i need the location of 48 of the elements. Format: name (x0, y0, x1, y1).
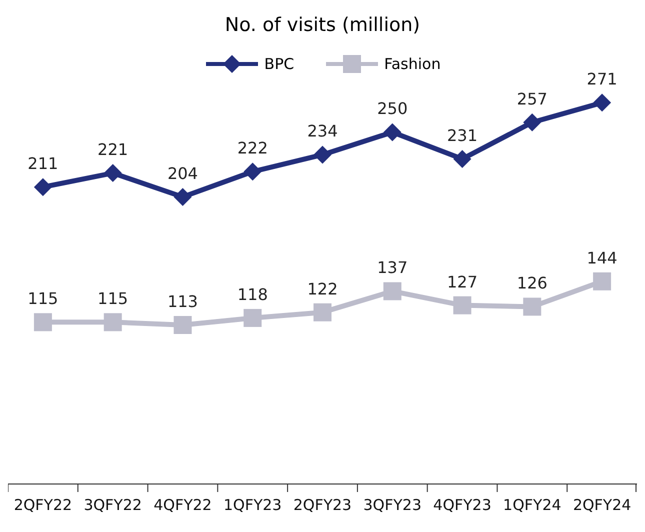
x-tick-label: 1QFY23 (223, 496, 282, 514)
x-tick-label: 2QFY23 (293, 496, 352, 514)
data-label: 144 (586, 248, 618, 268)
point (174, 316, 192, 334)
point (34, 178, 52, 196)
legend-label: BPC (264, 55, 294, 73)
point (34, 313, 52, 332)
point (593, 272, 612, 290)
x-tick-label: 2QFY22 (14, 496, 72, 514)
point (523, 113, 542, 132)
point (593, 94, 612, 112)
data-label: 221 (98, 140, 128, 160)
x-tick-label: 2QFY24 (572, 496, 632, 514)
point (383, 282, 402, 300)
data-label: 122 (307, 279, 338, 298)
data-label: 118 (237, 284, 268, 304)
point (244, 308, 262, 327)
data-label: 257 (516, 89, 548, 108)
point (314, 303, 332, 322)
data-label: 231 (447, 126, 478, 145)
x-tick-label: 3QFY23 (363, 496, 422, 514)
point (314, 146, 332, 164)
data-label: 204 (167, 164, 198, 183)
x-tick-label: 4QFY22 (154, 496, 212, 514)
data-label: 137 (377, 258, 408, 278)
chart-title: No. of visits (million) (224, 13, 422, 38)
point (104, 313, 122, 332)
x-tick-label: 4QFY23 (433, 496, 492, 514)
point (453, 296, 472, 314)
x-tick-label: 1QFY24 (503, 496, 562, 514)
data-label: 115 (28, 289, 58, 308)
data-label: 211 (28, 154, 58, 174)
x-tick-label: 3QFY22 (84, 496, 142, 514)
point (453, 150, 472, 168)
point (104, 164, 122, 182)
data-label: 234 (307, 122, 338, 141)
data-label: 250 (377, 99, 408, 118)
point (383, 123, 402, 142)
data-label: 271 (586, 70, 618, 89)
data-label: 127 (447, 272, 478, 292)
data-label: 222 (237, 138, 268, 158)
legend-label: Fashion (384, 55, 441, 73)
point (244, 162, 262, 181)
point (523, 298, 542, 316)
point (174, 188, 192, 206)
data-label: 126 (516, 274, 548, 293)
data-label: 115 (98, 289, 128, 308)
data-label: 113 (167, 292, 198, 311)
